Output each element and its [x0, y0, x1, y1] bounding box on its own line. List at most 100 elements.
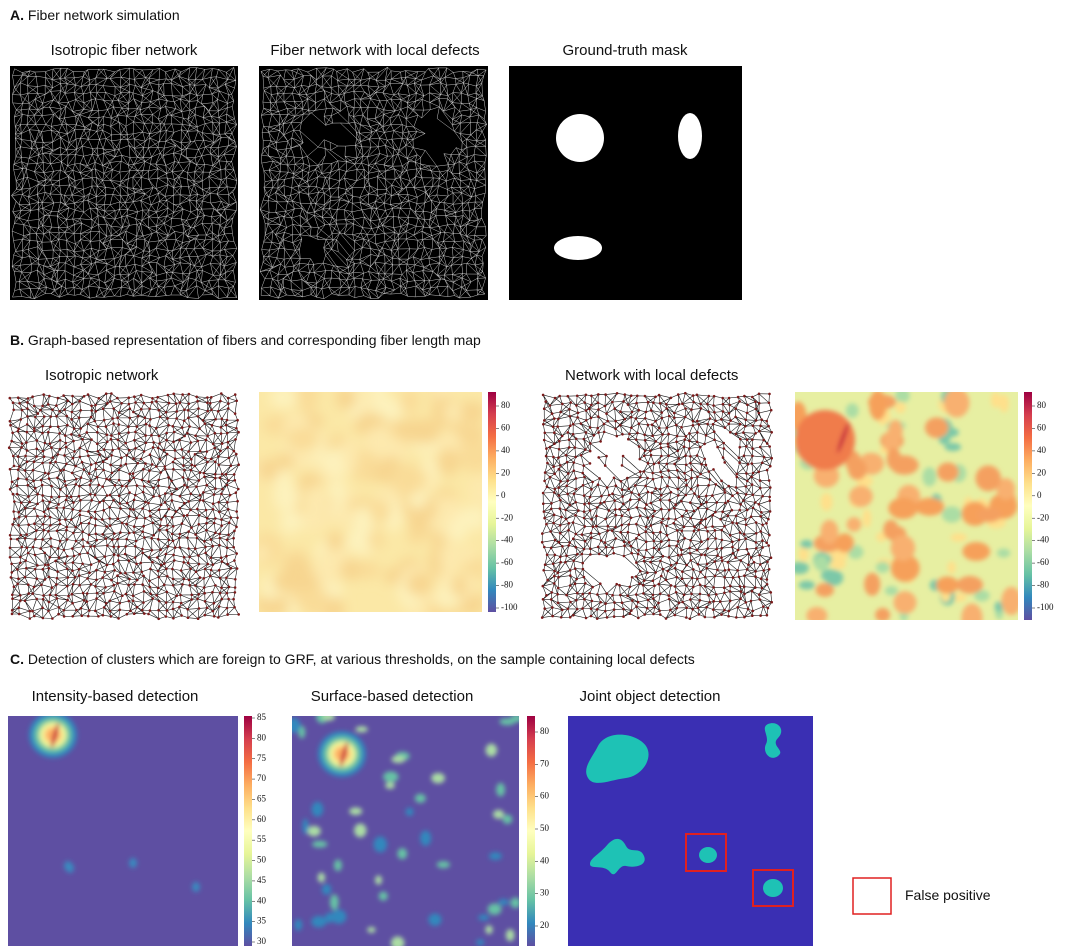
colorbar-tick-label: 70: [540, 758, 550, 768]
image-title: Joint object detection: [580, 688, 721, 705]
blob: [974, 589, 990, 602]
blob: [335, 392, 357, 410]
image-title: Intensity-based detection: [32, 688, 199, 705]
blob: [943, 392, 970, 418]
blob: [285, 427, 319, 451]
colorbar-tick-label: 30: [257, 936, 267, 946]
blob: [259, 458, 279, 482]
blob: [800, 539, 813, 549]
blob: [498, 899, 510, 906]
section-title: B. Graph-based representation of fibers …: [10, 332, 481, 348]
blob: [924, 417, 949, 439]
blob: [936, 576, 959, 594]
blob: [390, 463, 426, 496]
colorbar-tick-label: 40: [1037, 445, 1047, 455]
blob: [937, 462, 959, 482]
blob: [385, 782, 395, 790]
colorbar-tick-label: 80: [540, 726, 550, 736]
blob: [349, 807, 363, 816]
blob: [259, 594, 290, 612]
map-blobs: [292, 716, 519, 946]
blob: [66, 863, 74, 873]
blob: [273, 483, 299, 512]
image-title: Surface-based detection: [311, 688, 474, 705]
blob: [999, 394, 1009, 413]
blob: [352, 506, 373, 542]
blob: [459, 546, 477, 563]
blob: [888, 497, 918, 520]
image-title: Ground-truth mask: [562, 42, 688, 59]
blob: [699, 847, 717, 863]
section-title: A. Fiber network simulation: [10, 7, 180, 23]
blob: [352, 560, 381, 580]
blob: [354, 823, 367, 838]
blob: [846, 517, 862, 532]
section-title: C. Detection of clusters which are forei…: [10, 651, 695, 667]
blob: [281, 556, 313, 586]
blob: [502, 814, 513, 825]
blob: [382, 455, 401, 473]
blob: [1001, 586, 1018, 616]
blob: [941, 506, 962, 523]
blob: [883, 519, 899, 540]
blob: [478, 914, 490, 921]
colorbar-tick-label: 70: [257, 773, 267, 783]
blob: [884, 586, 899, 596]
blob: [922, 467, 937, 487]
blob: [795, 561, 809, 575]
blob: [341, 438, 358, 474]
blob: [862, 509, 872, 528]
blob: [996, 478, 1016, 500]
blob: [301, 587, 330, 612]
blob: [331, 909, 347, 924]
blob: [321, 884, 332, 895]
blob: [277, 451, 294, 471]
colorbar-tick-label: -100: [1037, 602, 1054, 612]
blob: [437, 448, 460, 476]
blob: [322, 716, 336, 721]
colorbar-tick-label: -40: [501, 535, 513, 545]
blob: [485, 743, 498, 757]
blob: [259, 544, 270, 562]
blob: [813, 463, 840, 488]
mask-region: [556, 114, 604, 162]
blob: [895, 401, 906, 414]
map-blobs: [29, 716, 200, 892]
blob: [510, 897, 519, 909]
colorbar-tick-label: 60: [540, 791, 550, 801]
blob: [292, 717, 301, 734]
blob: [915, 497, 945, 516]
blob: [806, 607, 828, 620]
blob: [798, 580, 815, 590]
blob: [962, 542, 991, 561]
intensity-map: [795, 392, 1018, 620]
mask-background: [509, 66, 742, 300]
blob: [431, 498, 464, 518]
colorbar-tick-label: 75: [257, 753, 267, 763]
false-positive-box: [685, 833, 727, 872]
blob: [864, 572, 881, 596]
blob: [869, 392, 887, 421]
colorbar-tick-label: 0: [1037, 490, 1042, 500]
colorbar-tick-label: -20: [501, 512, 513, 522]
blob: [420, 830, 432, 846]
blob: [444, 401, 462, 424]
blob: [586, 734, 649, 783]
colorbar: [527, 716, 535, 946]
intensity-map: [259, 392, 482, 612]
colorbar-tick-label: 55: [257, 834, 267, 844]
blob: [994, 601, 1003, 612]
blob: [815, 582, 834, 597]
blob: [764, 723, 782, 758]
blob: [798, 546, 809, 562]
blob: [311, 801, 324, 817]
mask-region: [678, 113, 702, 159]
blob: [269, 392, 298, 409]
blob: [405, 572, 433, 596]
blob: [407, 418, 441, 445]
colorbar-tick-label: -80: [1037, 580, 1049, 590]
colorbar-tick-label: -80: [501, 580, 513, 590]
section-text: Detection of clusters which are foreign …: [28, 651, 695, 667]
fiber-nodes: [540, 391, 773, 620]
